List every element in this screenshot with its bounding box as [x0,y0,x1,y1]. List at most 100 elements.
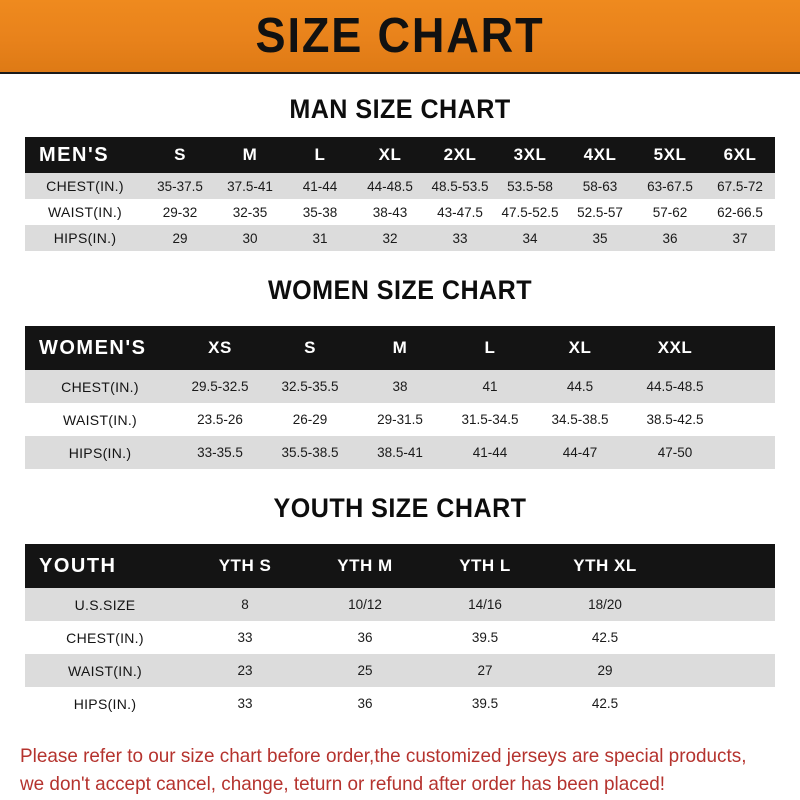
table-cell: 38-43 [355,199,425,225]
men-size-header: S [145,137,215,173]
disclaimer-line-2: we don't accept cancel, change, teturn o… [20,773,666,796]
women-size-header: M [355,326,445,370]
table-cell: 57-62 [635,199,705,225]
table-cell: 26-29 [265,403,355,436]
section-title-men: MAN SIZE CHART [289,94,511,124]
table-cell: 36 [305,621,425,654]
youth-corner-label: YOUTH [25,544,185,588]
spacer [0,123,800,137]
women-size-header: XS [175,326,265,370]
row-label: CHEST(IN.) [25,370,175,403]
table-cell-filler [665,621,775,654]
row-label: WAIST(IN.) [25,403,175,436]
page-title: SIZE CHART [255,8,545,63]
men-corner-label: MEN'S [25,137,145,173]
table-row: CHEST(IN.) 29.5-32.5 32.5-35.5 38 41 44.… [25,370,775,403]
youth-size-header: YTH S [185,544,305,588]
table-cell: 58-63 [565,173,635,199]
table-cell: 44-48.5 [355,173,425,199]
table-cell: 23.5-26 [175,403,265,436]
table-cell: 67.5-72 [705,173,775,199]
table-cell: 44-47 [535,436,625,469]
row-label: CHEST(IN.) [25,173,145,199]
row-label: U.S.SIZE [25,588,185,621]
table-cell: 29 [145,225,215,251]
table-cell: 37.5-41 [215,173,285,199]
youth-size-header: YTH XL [545,544,665,588]
table-cell-filler [665,687,775,720]
table-row: U.S.SIZE 8 10/12 14/16 18/20 [25,588,775,621]
spacer [0,304,800,326]
men-size-header: 5XL [635,137,705,173]
women-size-header: L [445,326,535,370]
women-corner-label: WOMEN'S [25,326,175,370]
women-header-row: WOMEN'S XS S M L XL XXL [25,326,775,370]
table-cell: 63-67.5 [635,173,705,199]
spacer [0,74,800,96]
table-cell: 44.5-48.5 [625,370,725,403]
youth-size-header: YTH L [425,544,545,588]
table-cell-filler [665,654,775,687]
table-row: WAIST(IN.) 23 25 27 29 [25,654,775,687]
table-cell: 29 [545,654,665,687]
table-cell: 47-50 [625,436,725,469]
section-title-youth: YOUTH SIZE CHART [273,493,527,523]
men-size-header: 6XL [705,137,775,173]
disclaimer-note: Please refer to our size chart before or… [20,742,757,799]
row-label: HIPS(IN.) [25,436,175,469]
table-cell-filler [665,588,775,621]
row-label: HIPS(IN.) [25,225,145,251]
table-cell: 34 [495,225,565,251]
table-cell: 36 [635,225,705,251]
men-size-header: 3XL [495,137,565,173]
table-cell: 38 [355,370,445,403]
women-size-header: XL [535,326,625,370]
table-cell: 35-37.5 [145,173,215,199]
table-cell: 38.5-42.5 [625,403,725,436]
table-cell-filler [725,370,775,403]
table-cell: 39.5 [425,621,545,654]
table-cell: 33 [185,687,305,720]
women-size-table: WOMEN'S XS S M L XL XXL CHEST(IN.) 29.5-… [25,326,775,469]
men-size-header: M [215,137,285,173]
table-cell: 34.5-38.5 [535,403,625,436]
table-cell: 30 [215,225,285,251]
men-size-chart-block: MEN'S S M L XL 2XL 3XL 4XL 5XL 6XL CHEST… [25,137,775,251]
table-cell: 29.5-32.5 [175,370,265,403]
table-row: WAIST(IN.) 29-32 32-35 35-38 38-43 43-47… [25,199,775,225]
table-row: CHEST(IN.) 35-37.5 37.5-41 41-44 44-48.5… [25,173,775,199]
table-cell: 52.5-57 [565,199,635,225]
table-cell-filler [725,436,775,469]
spacer [0,720,800,742]
women-size-header: XXL [625,326,725,370]
table-cell: 37 [705,225,775,251]
table-row: CHEST(IN.) 33 36 39.5 42.5 [25,621,775,654]
table-cell-filler [725,403,775,436]
table-cell: 41-44 [445,436,535,469]
youth-header-filler [665,544,775,588]
table-row: HIPS(IN.) 29 30 31 32 33 34 35 36 37 [25,225,775,251]
table-cell: 43-47.5 [425,199,495,225]
table-cell: 39.5 [425,687,545,720]
table-cell: 8 [185,588,305,621]
table-cell: 14/16 [425,588,545,621]
table-cell: 42.5 [545,621,665,654]
spacer [0,522,800,544]
table-cell: 29-31.5 [355,403,445,436]
men-size-table: MEN'S S M L XL 2XL 3XL 4XL 5XL 6XL CHEST… [25,137,775,251]
youth-header-row: YOUTH YTH S YTH M YTH L YTH XL [25,544,775,588]
table-cell: 44.5 [535,370,625,403]
youth-size-header: YTH M [305,544,425,588]
table-cell: 35-38 [285,199,355,225]
table-cell: 33 [425,225,495,251]
table-cell: 41 [445,370,535,403]
section-title-women: WOMEN SIZE CHART [267,275,533,305]
table-cell: 32-35 [215,199,285,225]
table-cell: 48.5-53.5 [425,173,495,199]
table-cell: 32.5-35.5 [265,370,355,403]
table-cell: 33 [185,621,305,654]
row-label: WAIST(IN.) [25,199,145,225]
table-cell: 10/12 [305,588,425,621]
men-size-header: XL [355,137,425,173]
